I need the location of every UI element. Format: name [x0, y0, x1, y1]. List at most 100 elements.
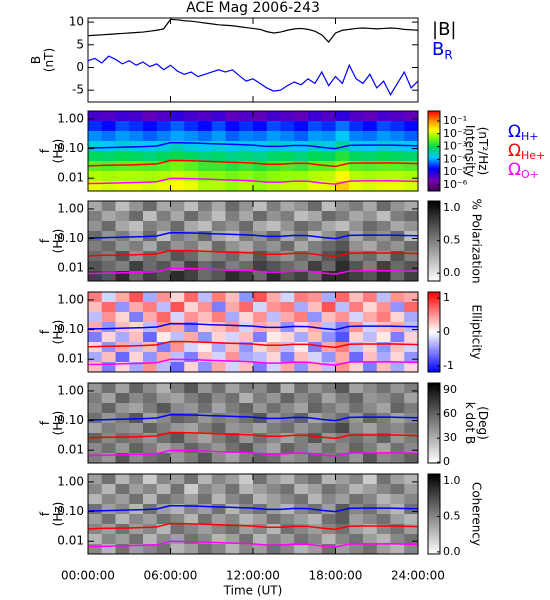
heatmap-cell — [101, 171, 116, 182]
heatmap-cell — [239, 171, 254, 182]
cyclotron-line — [87, 504, 419, 513]
y-axis-label: f — [38, 329, 52, 334]
heatmap-cell — [129, 453, 144, 464]
heatmap-cell — [253, 433, 268, 444]
heatmap-cell — [184, 271, 199, 282]
heatmap-cell — [266, 362, 281, 373]
heatmap-cell — [88, 494, 103, 505]
heatmap-cell — [198, 484, 213, 495]
heatmap-cell — [156, 352, 171, 363]
heatmap-cell — [308, 151, 323, 162]
heatmap-cell — [280, 362, 295, 373]
y-tick-label: 0.01 — [57, 261, 84, 275]
heatmap-cell — [363, 151, 378, 162]
heatmap-cell — [170, 474, 185, 485]
heatmap-cell — [390, 484, 405, 495]
heatmap-cell — [115, 393, 130, 404]
heatmap-cell — [349, 171, 364, 182]
heatmap-cell — [156, 413, 171, 424]
heatmap-cell — [390, 352, 405, 363]
heatmap-cell — [294, 494, 309, 505]
heatmap-cell — [253, 484, 268, 495]
legend-name: Ω — [508, 122, 521, 142]
colorbar-tick-label: 0.0 — [443, 545, 461, 558]
heatmap-cell — [363, 292, 378, 303]
heatmap-cell — [115, 433, 130, 444]
heatmap-cell — [129, 161, 144, 172]
heatmap-cell — [280, 514, 295, 525]
heatmap-cell — [294, 403, 309, 414]
heatmap-cell — [321, 423, 336, 434]
heatmap-cell — [404, 201, 419, 212]
heatmap-cell — [390, 111, 405, 122]
heatmap-cell — [156, 201, 171, 212]
heatmap-cell — [156, 433, 171, 444]
heatmap-cell — [321, 171, 336, 182]
heatmap-cell — [225, 171, 240, 182]
heatmap-cell — [308, 362, 323, 373]
heatmap-cell — [266, 251, 281, 262]
y-tick-label: 0.10 — [57, 141, 84, 155]
heatmap-cell — [88, 292, 103, 303]
heatmap-cell — [266, 312, 281, 323]
heatmap-cell — [184, 544, 199, 555]
heatmap-cell — [239, 332, 254, 343]
heatmap-cell — [198, 474, 213, 485]
heatmap-cell — [280, 332, 295, 343]
heatmap-cell — [363, 524, 378, 535]
heatmap-cell — [376, 261, 391, 272]
heatmap-cell — [239, 241, 254, 252]
y-axis-label: (Hz) — [51, 502, 65, 527]
heatmap-cell — [198, 413, 213, 424]
heatmap-cell — [349, 352, 364, 363]
colorbar-label: (nT²/Hz) — [476, 127, 490, 175]
heatmap-cell — [225, 403, 240, 414]
heatmap-cell — [294, 474, 309, 485]
heatmap-cell — [211, 504, 226, 515]
heatmap-cell — [156, 251, 171, 262]
heatmap-cell — [211, 131, 226, 142]
heatmap-cell — [211, 423, 226, 434]
heatmap-cell — [349, 241, 364, 252]
heatmap-cell — [129, 332, 144, 343]
heatmap-cell — [225, 211, 240, 222]
heatmap-cell — [335, 332, 350, 343]
heatmap-cell — [404, 362, 419, 373]
heatmap-cell — [349, 494, 364, 505]
chart-title: ACE Mag 2006-243 — [186, 0, 320, 16]
heatmap-cell — [211, 403, 226, 414]
heatmap-cell — [376, 544, 391, 555]
heatmap-cell — [266, 151, 281, 162]
x-tick-label: 12:00:00 — [226, 569, 280, 583]
heatmap-cell — [184, 423, 199, 434]
heatmap-cell — [184, 504, 199, 515]
heatmap-cell — [239, 141, 254, 152]
heatmap-cell — [101, 342, 116, 353]
cyclotron-line — [87, 141, 419, 150]
heatmap-cell — [170, 342, 185, 353]
heatmap-cell — [115, 362, 130, 373]
heatmap-cell — [225, 251, 240, 262]
heatmap-cell — [390, 292, 405, 303]
y-axis-label: (Hz) — [51, 229, 65, 254]
heatmap-cell — [294, 362, 309, 373]
heatmap-cell — [363, 221, 378, 232]
heatmap-cell — [376, 342, 391, 353]
heatmap-cell — [376, 201, 391, 212]
heatmap-cell — [390, 231, 405, 242]
heatmap-cell — [390, 141, 405, 152]
heatmap-cell — [88, 383, 103, 394]
heatmap-cell — [294, 312, 309, 323]
heatmap-cell — [170, 322, 185, 333]
heatmap-cell — [280, 292, 295, 303]
heatmap-cell — [335, 261, 350, 272]
heatmap-cell — [143, 181, 158, 192]
heatmap-cell — [294, 544, 309, 555]
heatmap-cell — [225, 342, 240, 353]
heatmap-cell — [184, 352, 199, 363]
heatmap-cell — [156, 443, 171, 454]
heatmap-cell — [363, 544, 378, 555]
heatmap-cell — [88, 362, 103, 373]
heatmap-cell — [308, 241, 323, 252]
heatmap-cell — [239, 151, 254, 162]
